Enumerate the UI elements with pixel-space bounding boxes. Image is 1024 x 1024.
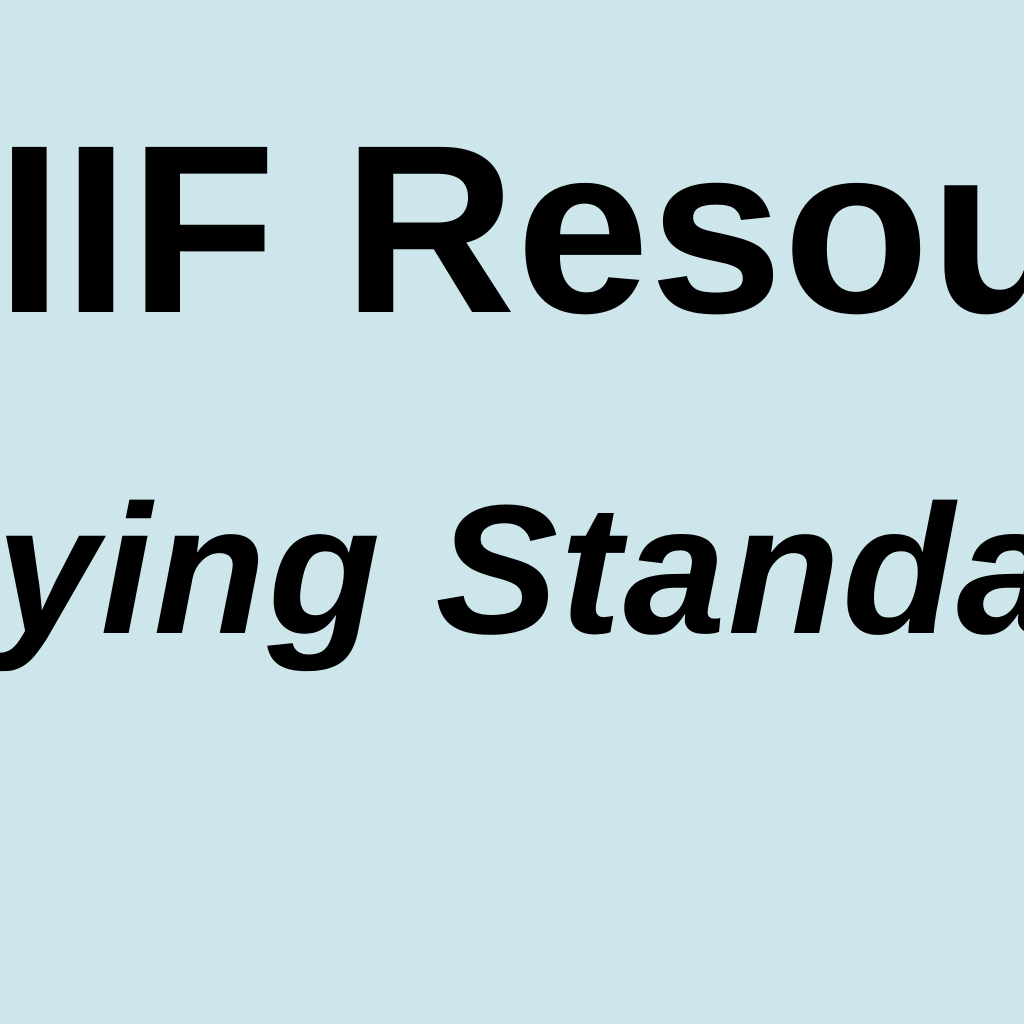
- slide-title: IIF Resou: [0, 95, 1024, 363]
- slide-subtitle: ying Standa: [0, 466, 1024, 672]
